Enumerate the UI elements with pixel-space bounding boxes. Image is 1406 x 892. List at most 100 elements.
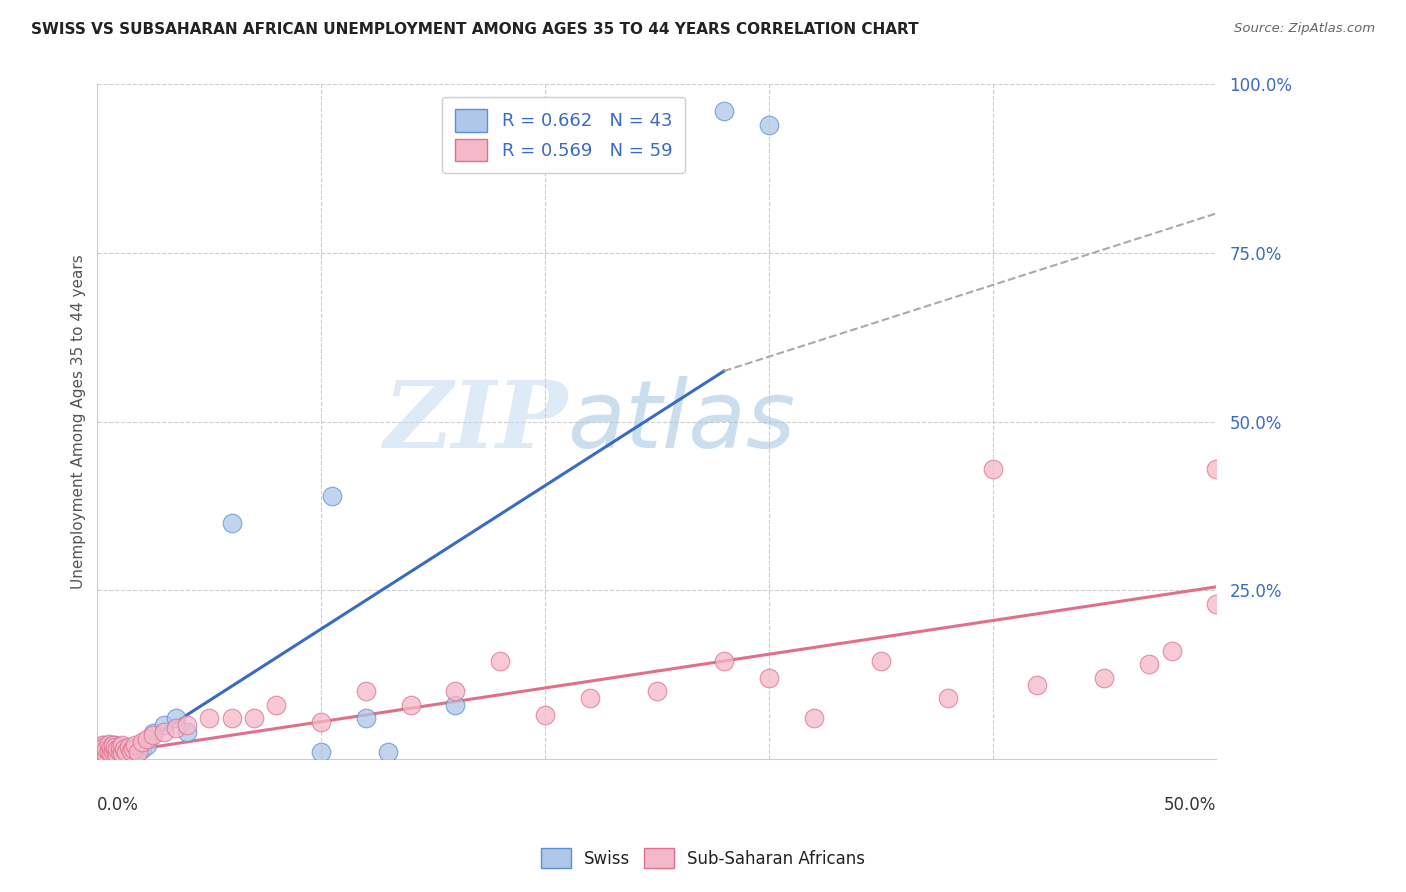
Point bbox=[127, 745, 149, 759]
Point bbox=[803, 711, 825, 725]
Point bbox=[1205, 597, 1227, 611]
Point bbox=[869, 654, 891, 668]
Point bbox=[112, 741, 135, 756]
Point bbox=[104, 739, 127, 754]
Point bbox=[221, 516, 243, 530]
Point bbox=[981, 462, 1004, 476]
Point bbox=[107, 741, 129, 756]
Point bbox=[124, 739, 146, 753]
Point bbox=[321, 489, 343, 503]
Point bbox=[645, 684, 668, 698]
Point bbox=[309, 745, 332, 759]
Point bbox=[127, 744, 149, 758]
Point bbox=[489, 654, 512, 668]
Point bbox=[112, 741, 135, 756]
Point bbox=[93, 745, 115, 759]
Point bbox=[118, 741, 141, 756]
Point bbox=[89, 745, 111, 759]
Point bbox=[100, 739, 122, 754]
Point bbox=[104, 744, 127, 758]
Point bbox=[115, 745, 138, 759]
Point bbox=[120, 744, 142, 758]
Y-axis label: Unemployment Among Ages 35 to 44 years: Unemployment Among Ages 35 to 44 years bbox=[72, 254, 86, 589]
Point bbox=[90, 747, 112, 761]
Point bbox=[124, 741, 146, 756]
Point bbox=[534, 708, 557, 723]
Point bbox=[96, 741, 118, 756]
Point bbox=[131, 735, 153, 749]
Point bbox=[122, 741, 145, 756]
Point bbox=[108, 739, 131, 754]
Point bbox=[93, 739, 115, 753]
Point bbox=[142, 726, 165, 740]
Point bbox=[135, 739, 157, 753]
Point bbox=[100, 747, 122, 761]
Legend: R = 0.662   N = 43, R = 0.569   N = 59: R = 0.662 N = 43, R = 0.569 N = 59 bbox=[441, 97, 685, 173]
Point bbox=[96, 748, 118, 763]
Point bbox=[115, 745, 138, 759]
Point bbox=[153, 718, 176, 732]
Point bbox=[221, 711, 243, 725]
Point bbox=[266, 698, 288, 712]
Point bbox=[135, 731, 157, 746]
Point bbox=[90, 748, 112, 763]
Point bbox=[107, 739, 129, 754]
Point bbox=[107, 748, 129, 763]
Point bbox=[111, 745, 134, 759]
Text: ZIP: ZIP bbox=[382, 376, 568, 467]
Point bbox=[758, 671, 780, 685]
Point bbox=[713, 104, 735, 119]
Point bbox=[1205, 462, 1227, 476]
Point bbox=[111, 739, 134, 754]
Point bbox=[758, 118, 780, 132]
Point bbox=[108, 745, 131, 759]
Point bbox=[309, 714, 332, 729]
Point bbox=[107, 747, 129, 761]
Point bbox=[1026, 677, 1049, 691]
Point bbox=[101, 745, 124, 759]
Point bbox=[354, 684, 377, 698]
Point bbox=[108, 748, 131, 763]
Point bbox=[101, 748, 124, 763]
Point bbox=[1094, 671, 1116, 685]
Point bbox=[118, 739, 141, 754]
Point bbox=[142, 728, 165, 742]
Point bbox=[165, 722, 187, 736]
Point bbox=[377, 745, 399, 759]
Text: 0.0%: 0.0% bbox=[97, 796, 139, 814]
Point bbox=[111, 739, 134, 753]
Text: Source: ZipAtlas.com: Source: ZipAtlas.com bbox=[1234, 22, 1375, 36]
Point bbox=[176, 724, 198, 739]
Point bbox=[86, 745, 108, 759]
Point bbox=[86, 748, 108, 763]
Point bbox=[936, 691, 959, 706]
Point bbox=[101, 739, 124, 753]
Point bbox=[1137, 657, 1160, 672]
Point bbox=[97, 744, 120, 758]
Point bbox=[97, 737, 120, 751]
Point bbox=[153, 724, 176, 739]
Text: 50.0%: 50.0% bbox=[1164, 796, 1216, 814]
Point bbox=[96, 741, 118, 756]
Point bbox=[89, 741, 111, 756]
Point bbox=[108, 741, 131, 756]
Point bbox=[713, 654, 735, 668]
Point bbox=[97, 739, 120, 753]
Point bbox=[399, 698, 422, 712]
Point bbox=[101, 741, 124, 756]
Point bbox=[176, 718, 198, 732]
Point bbox=[90, 739, 112, 753]
Point bbox=[93, 739, 115, 754]
Point bbox=[578, 691, 600, 706]
Point bbox=[111, 747, 134, 761]
Legend: Swiss, Sub-Saharan Africans: Swiss, Sub-Saharan Africans bbox=[533, 839, 873, 877]
Point bbox=[131, 741, 153, 756]
Point bbox=[122, 745, 145, 759]
Text: SWISS VS SUBSAHARAN AFRICAN UNEMPLOYMENT AMONG AGES 35 TO 44 YEARS CORRELATION C: SWISS VS SUBSAHARAN AFRICAN UNEMPLOYMENT… bbox=[31, 22, 918, 37]
Point bbox=[96, 748, 118, 763]
Point bbox=[97, 745, 120, 759]
Point bbox=[100, 747, 122, 761]
Point bbox=[93, 745, 115, 759]
Point bbox=[104, 739, 127, 753]
Point bbox=[354, 711, 377, 725]
